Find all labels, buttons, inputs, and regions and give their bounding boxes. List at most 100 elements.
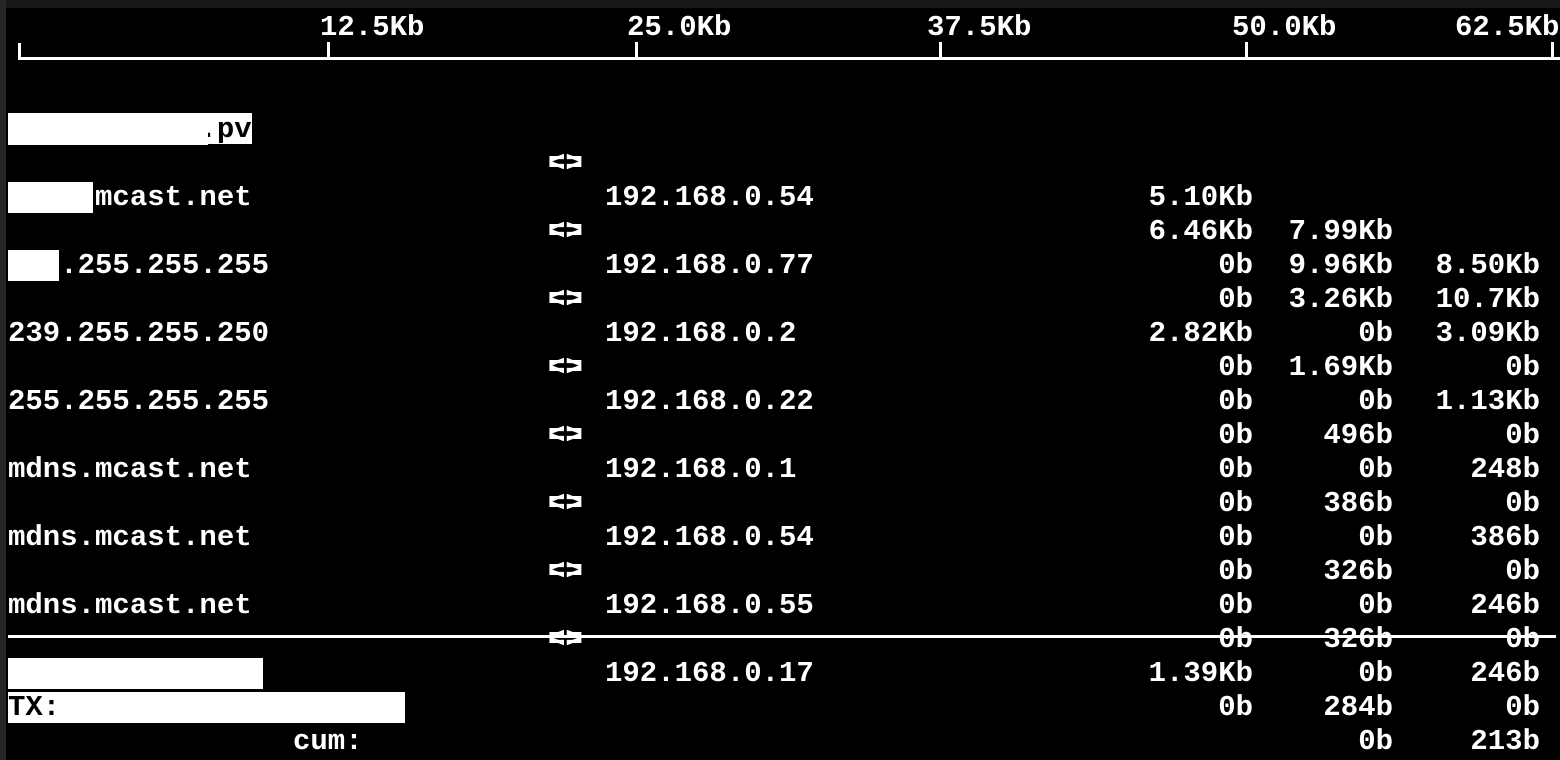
source-host: mdns.mcast.net xyxy=(8,453,252,486)
tx-arrow: => xyxy=(548,419,583,452)
source-host: 239.255.255.250 xyxy=(8,317,270,350)
dest-host: 192.168.0.17 xyxy=(605,657,814,690)
dest-host: 192.168.0.54 xyxy=(605,521,814,554)
source-host: mdns.mcast.net xyxy=(8,589,252,622)
rate-40s: 8.50Kb xyxy=(1435,249,1540,282)
rx-arrow: <= xyxy=(548,419,583,452)
tx-arrow: => xyxy=(548,215,583,248)
scale-axis-line xyxy=(18,57,1560,60)
connection-row-in: <= 1.39Kb 284b 213b xyxy=(0,589,1560,758)
rate-40s: 386b xyxy=(1470,521,1540,554)
scale-label: 25.0Kb xyxy=(627,11,732,44)
connection-row-in: <= 0b 386b 386b xyxy=(0,385,1560,554)
rate-40s: 0b xyxy=(1505,623,1540,656)
rx-arrow: <= xyxy=(548,283,583,316)
connection-row-out: mdns.mcast.net => 192.168.0.17 0b 0b 0b xyxy=(0,555,1560,760)
rate-40s: 0b xyxy=(1505,691,1540,724)
rate-2s: 5.10Kb xyxy=(1148,181,1253,214)
scale-label: 62.5Kb xyxy=(1455,11,1560,44)
rx-arrow: <= xyxy=(548,555,583,588)
rate-40s: 3.09Kb xyxy=(1435,317,1540,350)
rate-2s: 0b xyxy=(1218,283,1253,316)
traffic-bar xyxy=(8,250,59,281)
rate-40s: 10.7Kb xyxy=(1435,283,1540,316)
scale-tick xyxy=(327,42,330,58)
scale-tick xyxy=(635,42,638,58)
source-host: 255.255.255.255 xyxy=(8,385,270,418)
dest-host: 192.168.0.55 xyxy=(605,589,814,622)
rate-40s: 213b xyxy=(1470,725,1540,758)
scale-label: 12.5Kb xyxy=(320,11,425,44)
tx-arrow: => xyxy=(548,147,583,180)
rx-arrow: <= xyxy=(548,623,583,656)
rx-arrow: <= xyxy=(548,147,583,180)
rate-10s: 9.96Kb xyxy=(1288,249,1393,282)
dest-host: 192.168.0.1 xyxy=(605,453,797,486)
rx-traffic-bar xyxy=(8,692,405,723)
rx-arrow: <= xyxy=(548,487,583,520)
dest-host: 192.168.0.2 xyxy=(605,317,797,350)
rate-2s: 0b xyxy=(1218,623,1253,656)
rate-40s: 246b xyxy=(1470,589,1540,622)
rate-10s: 326b xyxy=(1323,555,1393,588)
tx-label: TX: xyxy=(8,691,61,724)
footer-divider xyxy=(8,635,1556,638)
rate-10s: 326b xyxy=(1323,623,1393,656)
traffic-bar xyxy=(8,114,208,145)
rate-2s: 2.82Kb xyxy=(1148,317,1253,350)
connection-row-out: 239.255.255.250 => 192.168.0.22 0b 0b 0b xyxy=(0,283,1560,520)
rate-40s: 248b xyxy=(1470,453,1540,486)
scale-tick xyxy=(1245,42,1248,58)
connection-row-in: <= 0b 326b 246b xyxy=(0,521,1560,690)
rate-10s: 3.26Kb xyxy=(1288,283,1393,316)
connection-row-in: <= 0b 3.26Kb 3.09Kb xyxy=(0,181,1560,350)
window-edge-left xyxy=(0,0,6,760)
rate-2s: 1.39Kb xyxy=(1148,657,1253,690)
scale-tick xyxy=(18,43,21,60)
rate-10s: 0b xyxy=(1358,725,1393,758)
connection-row-out: 255.255.255.255 => 192.168.0.2 0b 0b 0b xyxy=(0,215,1560,452)
rate-2s: 6.46Kb xyxy=(1148,215,1253,248)
rate-10s: 0b xyxy=(1358,589,1393,622)
tx-arrow: => xyxy=(548,487,583,520)
cum-label: cum: xyxy=(293,725,363,758)
connection-row-out: mdns.mcast.net => 192.168.0.54 0b 0b 0b xyxy=(0,419,1560,656)
rate-40s: 246b xyxy=(1470,657,1540,690)
rx-arrow: <= xyxy=(548,351,583,384)
rate-10s: 1.69Kb xyxy=(1288,351,1393,384)
rate-2s: 0b xyxy=(1218,249,1253,282)
dest-host: 192.168.0.54 xyxy=(605,181,814,214)
connection-row-in: <= 0b 496b 248b xyxy=(0,317,1560,486)
tx-arrow: => xyxy=(548,623,583,656)
connection-row-out: mdns.mcast.net => 192.168.0.77 0b 0b 0b xyxy=(0,147,1560,384)
rate-40s: 0b xyxy=(1505,487,1540,520)
rate-10s: 284b xyxy=(1323,691,1393,724)
rate-10s: 0b xyxy=(1358,453,1393,486)
rate-2s: 0b xyxy=(1218,589,1253,622)
rate-40s: 1.13Kb xyxy=(1435,385,1540,418)
rate-10s: 7.99Kb xyxy=(1288,215,1393,248)
rx-arrow: <= xyxy=(548,215,583,248)
connection-row-out: contructor2.pve => 192.168.0.54 6.46Kb 9… xyxy=(0,79,1560,316)
rate-40s: 0b xyxy=(1505,419,1540,452)
source-host: mdns.mcast.net xyxy=(8,521,252,554)
footer-tx-row: TX: cum: 93.2KB peak: 24.0Kb rates: 6.46… xyxy=(0,657,1560,760)
rate-10s: 496b xyxy=(1323,419,1393,452)
rate-2s: 0b xyxy=(1218,555,1253,588)
rate-2s: 0b xyxy=(1218,691,1253,724)
rate-2s: 0b xyxy=(1218,419,1253,452)
footer-total-row: TOTAL: 296KB 219Kb 16.9Kb 25.3Kb 36.0Kb xyxy=(0,725,1560,760)
scale-label: 50.0Kb xyxy=(1232,11,1337,44)
rate-2s: 0b xyxy=(1218,351,1253,384)
connection-row-in: <= 0b 326b 246b xyxy=(0,453,1560,622)
dest-host: 192.168.0.77 xyxy=(605,249,814,282)
rate-2s: 0b xyxy=(1218,521,1253,554)
scale-label: 37.5Kb xyxy=(927,11,1032,44)
footer-rx-row: RX: 203KB 195Kb 10.4Kb 15.3Kb 24.4Kb xyxy=(0,691,1560,760)
connection-row-in: <= 5.10Kb 7.99Kb 8.50Kb xyxy=(0,113,1560,282)
dest-host: 192.168.0.22 xyxy=(605,385,814,418)
scale-tick xyxy=(1551,42,1554,58)
rate-40s: 0b xyxy=(1505,351,1540,384)
tx-arrow: => xyxy=(548,283,583,316)
